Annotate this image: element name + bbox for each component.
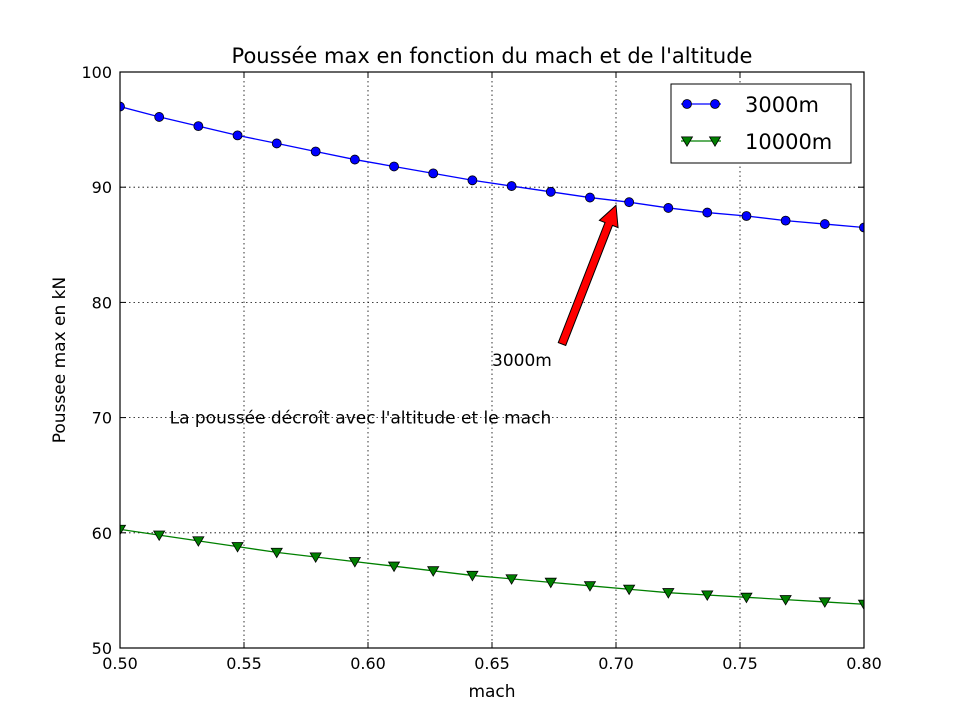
data-point-3000m bbox=[232, 130, 243, 141]
series-layer bbox=[120, 101, 864, 611]
data-point-10000m bbox=[466, 570, 479, 582]
series-line-3000m bbox=[120, 105, 864, 229]
data-point-10000m bbox=[740, 592, 753, 604]
x-tick-label: 0.80 bbox=[846, 654, 882, 673]
data-point-3000m bbox=[585, 192, 595, 203]
x-tick-label: 0.60 bbox=[350, 654, 386, 673]
tick-layer: 0.50 0.55 0.60 0.65 0.70 0.75 0.80 50 60 70 80 90 10… bbox=[81, 63, 881, 673]
data-point-3000m bbox=[780, 215, 791, 226]
legend: 3000m 10000m bbox=[670, 83, 852, 164]
data-point-10000m bbox=[427, 566, 440, 577]
y-tick-label: 70 bbox=[92, 409, 112, 428]
data-point-10000m bbox=[818, 597, 832, 608]
data-point-3000m bbox=[271, 138, 282, 149]
data-point-10000m bbox=[348, 557, 362, 568]
data-point-3000m bbox=[349, 154, 360, 165]
annotation-arrow bbox=[557, 204, 619, 347]
data-point-3000m bbox=[545, 186, 556, 197]
data-point-10000m bbox=[231, 542, 244, 553]
data-point-3000m bbox=[624, 197, 635, 208]
x-axis-label: mach bbox=[468, 682, 515, 702]
series-3000m bbox=[120, 101, 864, 233]
legend-label-3000m: 3000m bbox=[745, 93, 819, 117]
data-point-10000m bbox=[387, 561, 401, 573]
x-tick-label: 0.55 bbox=[226, 654, 262, 673]
x-tick-label: 0.50 bbox=[102, 654, 138, 673]
data-point-10000m bbox=[544, 577, 557, 589]
series-line-10000m bbox=[120, 528, 864, 605]
data-point-10000m bbox=[270, 547, 283, 559]
y-tick-label: 60 bbox=[92, 524, 112, 543]
data-point-10000m bbox=[309, 552, 322, 564]
y-tick-label: 50 bbox=[92, 639, 112, 658]
data-point-3000m bbox=[702, 207, 713, 218]
data-point-3000m bbox=[310, 146, 321, 157]
data-point-10000m bbox=[505, 574, 518, 585]
data-point-10000m bbox=[779, 595, 792, 606]
data-point-3000m bbox=[663, 203, 674, 213]
legend-label-10000m: 10000m bbox=[745, 130, 832, 154]
data-point-10000m bbox=[192, 536, 205, 547]
data-point-3000m bbox=[819, 219, 830, 229]
series-10000m bbox=[120, 524, 864, 611]
data-point-3000m bbox=[120, 101, 125, 112]
data-point-3000m bbox=[154, 112, 165, 122]
data-point-3000m bbox=[741, 211, 752, 221]
legend-marker-10000m bbox=[680, 136, 694, 148]
data-point-10000m bbox=[662, 588, 675, 599]
data-point-10000m bbox=[583, 581, 597, 592]
chart-title: Poussée max en fonction du mach et de l'… bbox=[232, 44, 753, 68]
data-point-10000m bbox=[622, 584, 636, 596]
legend-marker-3000m bbox=[682, 99, 692, 109]
data-point-3000m bbox=[193, 121, 204, 132]
annotation-layer: 3000m La poussée décroît avec l'altitude … bbox=[170, 204, 619, 429]
y-tick-label: 80 bbox=[92, 293, 112, 312]
y-axis-label: Poussee max en kN bbox=[50, 277, 70, 444]
x-tick-label: 0.75 bbox=[722, 654, 758, 673]
x-tick-label: 0.70 bbox=[598, 654, 634, 673]
y-tick-label: 90 bbox=[92, 178, 112, 197]
annotation-text: 3000m bbox=[492, 351, 552, 371]
data-point-10000m bbox=[120, 524, 127, 536]
data-point-3000m bbox=[467, 175, 478, 186]
data-point-3000m bbox=[506, 181, 517, 191]
x-tick-label: 0.65 bbox=[474, 654, 510, 673]
data-point-3000m bbox=[859, 222, 864, 233]
y-tick-label: 100 bbox=[81, 63, 112, 82]
legend-marker-10000m bbox=[708, 136, 722, 148]
legend-marker-3000m bbox=[710, 99, 720, 109]
legend-box bbox=[670, 83, 852, 164]
data-point-10000m bbox=[857, 599, 864, 611]
grid-layer bbox=[120, 72, 864, 648]
data-point-3000m bbox=[389, 161, 399, 172]
data-point-3000m bbox=[428, 168, 439, 179]
annotation-text: La poussée décroît avec l'altitude et le… bbox=[170, 409, 552, 429]
data-point-10000m bbox=[701, 590, 714, 602]
data-point-10000m bbox=[152, 530, 166, 542]
